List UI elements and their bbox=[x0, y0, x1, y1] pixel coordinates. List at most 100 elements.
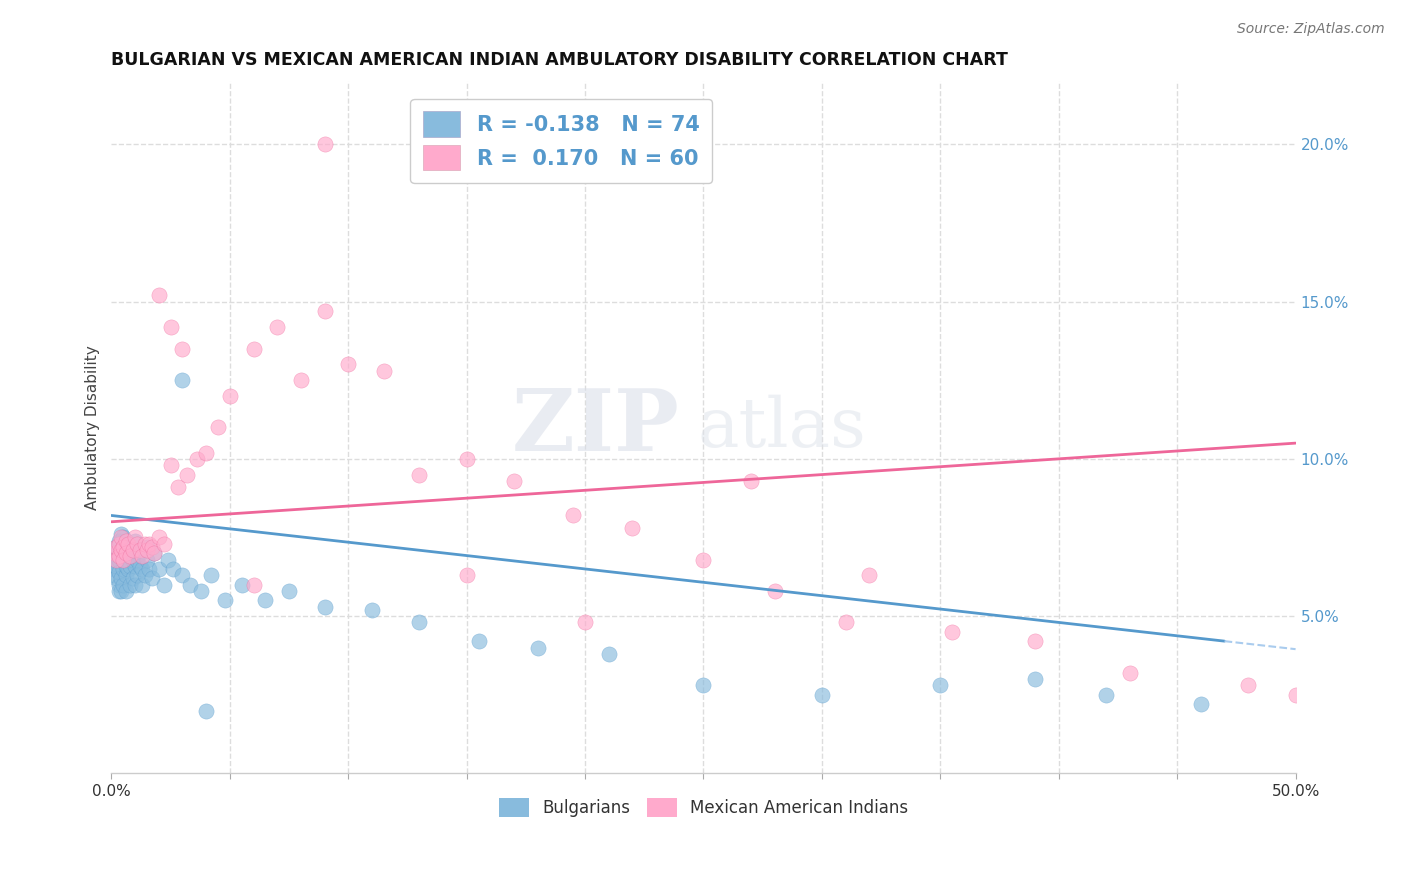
Point bbox=[314, 137, 336, 152]
Point bbox=[858, 568, 880, 582]
Point bbox=[242, 577, 264, 591]
Point bbox=[1095, 688, 1118, 702]
Point bbox=[105, 540, 128, 554]
Text: BULGARIAN VS MEXICAN AMERICAN INDIAN AMBULATORY DISABILITY CORRELATION CHART: BULGARIAN VS MEXICAN AMERICAN INDIAN AMB… bbox=[111, 51, 1008, 69]
Point bbox=[254, 593, 277, 607]
Point bbox=[112, 540, 135, 554]
Point bbox=[128, 543, 150, 558]
Point bbox=[148, 562, 170, 576]
Point bbox=[110, 571, 132, 585]
Point bbox=[834, 615, 856, 630]
Point bbox=[107, 584, 129, 599]
Point bbox=[1284, 688, 1306, 702]
Point bbox=[103, 562, 125, 576]
Point bbox=[941, 624, 963, 639]
Point bbox=[811, 688, 834, 702]
Point bbox=[1024, 672, 1046, 686]
Point bbox=[456, 568, 478, 582]
Point bbox=[408, 615, 430, 630]
Point bbox=[136, 543, 159, 558]
Point bbox=[526, 640, 548, 655]
Point bbox=[172, 342, 194, 356]
Point bbox=[1024, 634, 1046, 648]
Point bbox=[128, 546, 150, 560]
Point bbox=[103, 552, 125, 566]
Point bbox=[134, 568, 156, 582]
Y-axis label: Ambulatory Disability: Ambulatory Disability bbox=[86, 345, 100, 509]
Point bbox=[692, 552, 714, 566]
Point bbox=[107, 565, 129, 579]
Point bbox=[179, 577, 201, 591]
Point bbox=[124, 577, 146, 591]
Point bbox=[105, 546, 128, 560]
Point bbox=[121, 552, 143, 566]
Point bbox=[1237, 678, 1260, 692]
Point bbox=[117, 540, 139, 554]
Point bbox=[105, 571, 128, 585]
Point bbox=[120, 558, 142, 573]
Point bbox=[134, 537, 156, 551]
Point bbox=[574, 615, 596, 630]
Point bbox=[131, 577, 153, 591]
Point bbox=[190, 584, 212, 599]
Point bbox=[127, 552, 149, 566]
Point bbox=[159, 458, 181, 472]
Point bbox=[141, 571, 163, 585]
Point bbox=[114, 558, 136, 573]
Point bbox=[763, 584, 786, 599]
Point bbox=[124, 533, 146, 548]
Point bbox=[110, 527, 132, 541]
Point bbox=[112, 552, 135, 566]
Point bbox=[114, 533, 136, 548]
Point bbox=[692, 678, 714, 692]
Point bbox=[112, 577, 135, 591]
Point bbox=[562, 508, 585, 523]
Legend: Bulgarians, Mexican American Indians: Bulgarians, Mexican American Indians bbox=[492, 791, 915, 824]
Point bbox=[503, 474, 526, 488]
Point bbox=[172, 373, 194, 387]
Point bbox=[361, 603, 384, 617]
Point bbox=[120, 546, 142, 560]
Point bbox=[110, 546, 132, 560]
Point bbox=[112, 552, 135, 566]
Point bbox=[1189, 697, 1212, 711]
Point bbox=[195, 704, 218, 718]
Point bbox=[124, 558, 146, 573]
Point bbox=[152, 537, 174, 551]
Point bbox=[408, 467, 430, 482]
Point bbox=[929, 678, 952, 692]
Text: atlas: atlas bbox=[697, 394, 866, 460]
Point bbox=[467, 634, 489, 648]
Point bbox=[110, 531, 132, 545]
Point bbox=[114, 546, 136, 560]
Point bbox=[278, 584, 301, 599]
Point bbox=[242, 342, 264, 356]
Point bbox=[172, 568, 194, 582]
Point bbox=[131, 549, 153, 564]
Point bbox=[117, 537, 139, 551]
Point bbox=[290, 373, 312, 387]
Point bbox=[121, 543, 143, 558]
Point bbox=[157, 552, 180, 566]
Point bbox=[136, 552, 159, 566]
Point bbox=[136, 540, 159, 554]
Point bbox=[218, 389, 240, 403]
Point bbox=[138, 562, 160, 576]
Point bbox=[117, 552, 139, 566]
Point bbox=[110, 584, 132, 599]
Point bbox=[159, 319, 181, 334]
Point bbox=[337, 358, 360, 372]
Point bbox=[127, 537, 149, 551]
Point bbox=[456, 451, 478, 466]
Point bbox=[107, 549, 129, 564]
Point bbox=[112, 540, 135, 554]
Point bbox=[138, 537, 160, 551]
Point bbox=[621, 521, 644, 535]
Point bbox=[314, 599, 336, 614]
Point bbox=[152, 577, 174, 591]
Point bbox=[114, 568, 136, 582]
Point bbox=[200, 568, 222, 582]
Point bbox=[103, 568, 125, 582]
Point bbox=[186, 451, 208, 466]
Point bbox=[105, 540, 128, 554]
